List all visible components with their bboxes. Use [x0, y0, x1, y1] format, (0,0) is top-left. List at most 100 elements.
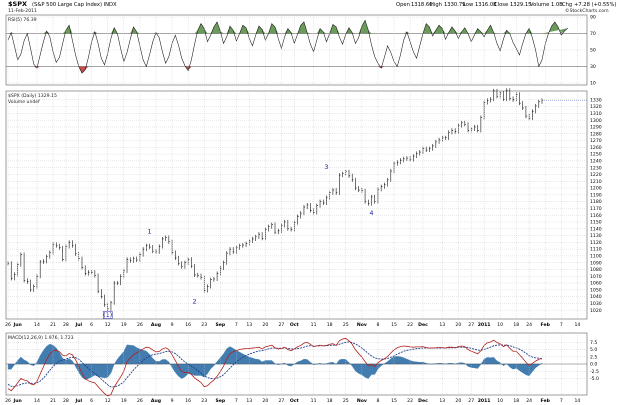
macd-legend: MACD(12,26,9) 1.976, 1.723	[8, 335, 74, 341]
price-tick-label: 1290	[590, 125, 602, 131]
macd-tick-label: 0.0	[590, 362, 597, 368]
wave-label: 4	[369, 209, 373, 217]
volume-legend: Volume undef	[8, 99, 40, 105]
close-label: Close	[494, 2, 508, 8]
price-tick-label: 1150	[590, 220, 602, 226]
watermark: ©StockCharts.com	[565, 7, 609, 14]
high-value: 1330.79	[444, 2, 465, 8]
date-tick-label: 26	[137, 322, 143, 328]
price-tick-label: 1280	[590, 131, 602, 137]
date-tick-label: 21	[50, 322, 56, 328]
date-tick-label: 14	[574, 398, 580, 404]
date-tick-label: Aug	[151, 398, 161, 404]
rsi-tick-label: 50	[590, 48, 596, 54]
date-tick-label: 26	[5, 322, 11, 328]
rsi-tick-label: 30	[590, 64, 596, 70]
macd-tick-label: -5.0	[590, 376, 599, 382]
date-tick-label: 7	[235, 398, 238, 404]
date-tick-label: 14	[34, 398, 40, 404]
price-tick-label: 1070	[590, 274, 602, 280]
high-label: High	[430, 2, 442, 8]
price-tick-label: 1120	[590, 240, 602, 246]
macd-line	[7, 338, 543, 397]
date-tick-label: 20	[262, 322, 268, 328]
date-tick-label: 24	[526, 398, 532, 404]
date-tick-label: 10	[497, 398, 503, 404]
date-tick-label: Nov	[357, 322, 367, 328]
date-tick-label: Sep	[215, 398, 225, 404]
wave-label: 2	[193, 297, 197, 305]
date-tick-label: 7	[560, 322, 563, 328]
date-tick-label: Nov	[357, 398, 367, 404]
date-tick-label: 2011	[478, 322, 491, 328]
date-tick-label: 16	[185, 398, 191, 404]
change-value: +7.28 (+0.55%)	[574, 2, 616, 8]
price-legend: $SPX (Daily) 1329.15	[8, 93, 57, 99]
date-tick-label: 16	[185, 322, 191, 328]
date-tick-label: Jul	[74, 322, 82, 328]
price-tick-label: 1180	[590, 199, 602, 205]
date-tick-label: 24	[526, 322, 532, 328]
date-tick-label: 7	[235, 322, 238, 328]
date-tick-label: 23	[201, 398, 207, 404]
date-tick-label: 23	[201, 322, 207, 328]
low-value: 1316.08	[475, 2, 496, 8]
date-tick-label: 11	[311, 398, 317, 404]
date-tick-label: Oct	[290, 322, 300, 328]
rsi-line	[7, 19, 568, 74]
date-tick-label: 22	[407, 398, 413, 404]
wave-label: 1	[147, 228, 151, 236]
price-tick-label: 1200	[590, 186, 602, 192]
volume-value: 1.0B	[551, 2, 563, 8]
price-tick-label: 1260	[590, 145, 602, 151]
date-tick-label: 26	[5, 398, 11, 404]
date-tick-label: 22	[407, 322, 413, 328]
price-tick-label: 1050	[590, 287, 602, 293]
wave-label: 3	[324, 163, 328, 171]
price-tick-label: 1110	[590, 247, 602, 253]
date-tick-label: 8	[376, 322, 379, 328]
price-tick-label: 1310	[590, 111, 602, 117]
price-tick-label: 1030	[590, 301, 602, 307]
price-tick-label: 1220	[590, 172, 602, 178]
price-tick-label: 1020	[590, 308, 602, 314]
date-tick-label: 11	[311, 322, 317, 328]
price-tick-label: 1250	[590, 152, 602, 158]
open-value: 1318.66	[411, 2, 432, 8]
date-tick-label: Dec	[418, 322, 428, 328]
date-tick-label: 21	[50, 398, 56, 404]
macd-tick-label: -2.5	[590, 369, 599, 375]
date-tick-label: 18	[513, 398, 519, 404]
price-tick-label: 1160	[590, 213, 602, 219]
low-label: Low	[463, 2, 474, 8]
chart-date: 11-Feb-2011	[8, 8, 37, 14]
price-tick-label: 1240	[590, 158, 602, 164]
price-tick-label: 1130	[590, 233, 602, 239]
date-tick-label: Jun	[13, 398, 22, 404]
date-tick-label: 12	[105, 322, 111, 328]
price-tick-label: 1230	[590, 165, 602, 171]
price-tick-label: 1300	[590, 118, 602, 124]
price-tick-label: 1210	[590, 179, 602, 185]
date-tick-label: 18	[327, 322, 333, 328]
price-tick-label: 1330	[590, 97, 602, 103]
date-tick-label: 18	[513, 322, 519, 328]
price-tick-label: 1060	[590, 281, 602, 287]
date-tick-label: 6	[90, 322, 93, 328]
date-tick-label: 28	[63, 322, 69, 328]
rsi-tick-label: 10	[590, 81, 596, 87]
chart-symbol: $SPX	[8, 0, 27, 8]
date-tick-label: 6	[90, 398, 93, 404]
rsi-tick-label: 90	[590, 15, 596, 21]
date-tick-label: 2011	[478, 398, 491, 404]
date-tick-label: 26	[137, 398, 143, 404]
price-tick-label: 1320	[590, 104, 602, 110]
date-tick-label: Dec	[418, 398, 428, 404]
date-tick-label: Feb	[541, 322, 551, 328]
price-tick-label: 1090	[590, 260, 602, 266]
date-tick-label: 25	[343, 322, 349, 328]
date-tick-label: 15	[391, 322, 397, 328]
price-tick-label: 1080	[590, 267, 602, 273]
price-panel	[5, 90, 588, 320]
